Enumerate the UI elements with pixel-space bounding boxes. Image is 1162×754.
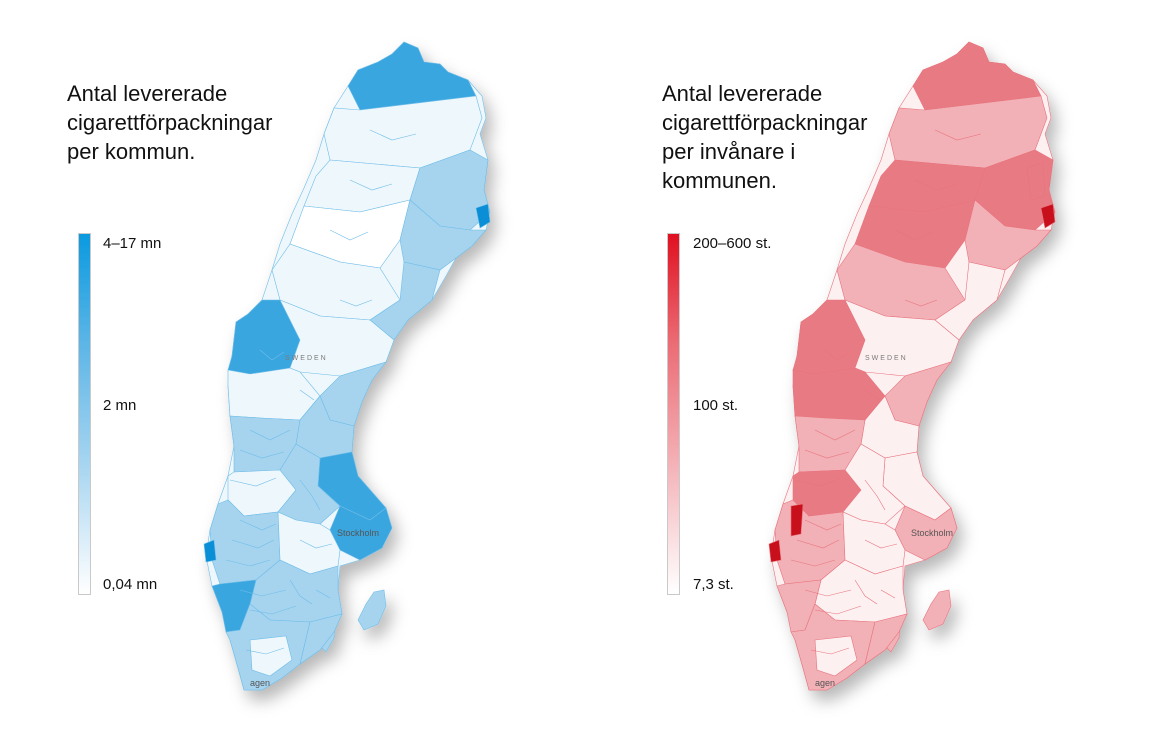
municipality-borders bbox=[225, 129, 417, 655]
legend-min-label: 0,04 mn bbox=[103, 576, 158, 593]
legend-color-bar bbox=[78, 233, 91, 595]
region-umea bbox=[369, 261, 441, 341]
legend-max-label: 200–600 st. bbox=[693, 235, 772, 252]
gotland-island bbox=[357, 589, 387, 631]
city-label-south: agen bbox=[250, 678, 270, 688]
region-skane-inner bbox=[249, 635, 293, 677]
sweden-map-per-capita: SWEDEN Stockholm agen bbox=[768, 41, 1056, 691]
sweden-map-total: SWEDEN Stockholm agen bbox=[203, 41, 491, 691]
region-pajala bbox=[1026, 161, 1046, 201]
legend-mid-label: 2 mn bbox=[103, 397, 137, 414]
region-malar bbox=[842, 443, 906, 525]
border-line bbox=[225, 129, 417, 655]
legend-min-label: 7,3 st. bbox=[693, 576, 734, 593]
region-stromstad bbox=[790, 503, 804, 537]
map-title: Antal levererade cigarettförpackningar p… bbox=[662, 81, 868, 193]
city-label-stockholm: Stockholm bbox=[337, 528, 379, 538]
region-malar bbox=[277, 443, 341, 525]
region-umea bbox=[934, 261, 1006, 341]
region-vbotten-coast bbox=[964, 199, 1052, 271]
map-panel-per-capita: SWEDEN Stockholm agen Antal levererade c… bbox=[581, 0, 1162, 754]
municipality-regions bbox=[768, 41, 1056, 691]
region-gbg bbox=[203, 539, 217, 563]
municipality-regions bbox=[203, 41, 491, 691]
map-panel-total: SWEDEN Stockholm agen Antal levererade c… bbox=[67, 41, 491, 691]
region-haparanda bbox=[475, 203, 491, 229]
municipality-borders bbox=[790, 129, 982, 655]
country-label: SWEDEN bbox=[285, 355, 328, 362]
border-line bbox=[790, 129, 982, 655]
legend-color-bar bbox=[667, 233, 680, 595]
gotland-island bbox=[922, 589, 952, 631]
country-label: SWEDEN bbox=[865, 355, 908, 362]
region-vbotten-coast bbox=[399, 199, 487, 271]
map-title: Antal levererade cigarettförpackningar p… bbox=[67, 81, 273, 164]
legend-mid-label: 100 st. bbox=[693, 397, 739, 414]
legend-max-label: 4–17 mn bbox=[103, 235, 162, 252]
region-gbg bbox=[768, 539, 782, 563]
city-label-south: agen bbox=[815, 678, 835, 688]
region-haparanda bbox=[1040, 203, 1056, 229]
region-kalmar-coast bbox=[864, 613, 908, 665]
region-skane-inner bbox=[814, 635, 858, 677]
city-label-stockholm: Stockholm bbox=[911, 528, 953, 538]
region-kalmar-coast bbox=[299, 613, 343, 665]
